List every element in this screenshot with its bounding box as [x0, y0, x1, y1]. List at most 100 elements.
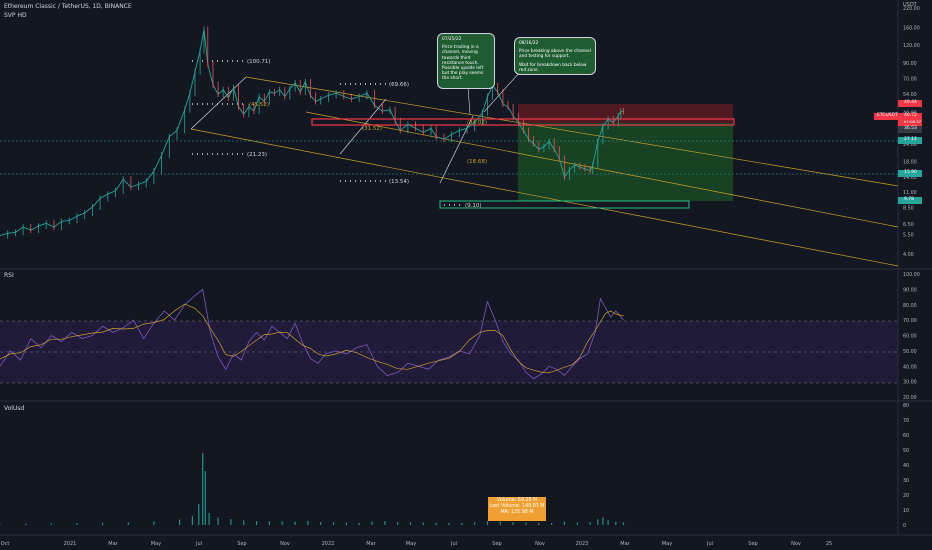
volume-bar	[268, 521, 270, 525]
volume-bar	[25, 523, 27, 525]
rsi-tick-label: 90.00	[903, 287, 917, 293]
time-tick-label: 2022	[322, 541, 335, 547]
volume-bar	[204, 471, 206, 525]
time-tick-label: Sep	[492, 541, 501, 547]
time-tick-label: 2023	[576, 541, 589, 547]
volume-tick-label: 70	[903, 418, 909, 424]
volume-bar	[499, 521, 501, 525]
volume-bar	[384, 521, 386, 525]
volume-axis: 0 10 20 30 40 50 60 70 80	[903, 403, 909, 529]
volume-bar	[50, 523, 52, 525]
volume-info-line: Last Volume: 149.81 M	[489, 504, 545, 510]
price-tag-bg-3	[898, 126, 922, 133]
volume-bar	[576, 522, 578, 525]
time-tick-label: Mar	[620, 541, 630, 547]
note-box-1: 07/25/22 Price trading in a channel, mov…	[437, 33, 495, 89]
volume-tick-label: 0	[903, 523, 906, 529]
rsi-tick-label: 70.00	[903, 318, 917, 324]
rsi-band	[0, 321, 898, 383]
volume-tick-label: 80	[903, 403, 909, 409]
volume-bar	[435, 522, 437, 525]
short-target-zone	[518, 123, 733, 201]
volume-bar	[320, 522, 322, 525]
note-box-2: 08/16/22 Price breaking above the channe…	[514, 37, 596, 75]
volume-bar	[607, 520, 609, 525]
price-tag-bg-1	[898, 100, 922, 107]
volume-tick-label: 10	[903, 508, 909, 514]
price-tag-bg-6	[898, 197, 922, 204]
volume-bar	[345, 522, 347, 525]
volume-bar	[461, 522, 463, 525]
volume-bar	[602, 517, 604, 525]
last-price-tag: 40.72	[904, 113, 917, 118]
volume-bar	[563, 521, 566, 525]
time-tick-label: Oct	[1, 541, 10, 547]
price-tick-label: 4.00	[903, 252, 914, 258]
time-tick-label: Mar	[366, 541, 376, 547]
volume-bar	[307, 520, 309, 525]
volume-bar	[191, 516, 193, 525]
currency-label: USDT	[903, 2, 917, 8]
rsi-ma-line	[0, 303, 624, 374]
price-tag-bg-5	[898, 170, 922, 177]
volume-bar	[597, 519, 599, 525]
time-tick-label: May	[151, 541, 161, 547]
countdown-tag: 07:08:37	[904, 119, 922, 124]
level-label: (31.52)	[362, 126, 382, 132]
dotted-levels	[192, 60, 462, 206]
time-tick-label: Sep	[237, 541, 246, 547]
channel-mid-line	[305, 111, 899, 228]
level-label: (9.10)	[465, 203, 482, 209]
rsi-label: RSI	[4, 272, 14, 279]
volume-bar	[102, 522, 104, 526]
symbol-tag: ETCUSDT	[877, 113, 898, 118]
volume-bar	[358, 522, 360, 525]
price-tick-label: 160.00	[903, 26, 920, 32]
volume-bar	[127, 522, 129, 525]
price-tick-label: 6.50	[903, 222, 914, 228]
volume-tick-label: 40	[903, 463, 909, 469]
volume-bar	[525, 522, 527, 525]
note-text: Wait for breakdown back below red zone.	[519, 62, 587, 73]
volume-bar	[615, 521, 617, 525]
note-text: Price breaking above the channel and tes…	[519, 49, 591, 60]
channel-leg-3	[439, 115, 474, 184]
volume-bar	[397, 522, 399, 525]
volume-bar	[243, 520, 245, 525]
indicator-label: SVP HD	[4, 12, 27, 19]
price-tag-bg-4	[898, 137, 922, 144]
channel-upper-line	[245, 76, 899, 187]
rsi-tick-label: 20.00	[903, 395, 917, 401]
volume-bar	[512, 522, 514, 525]
volume-info-line: Volume: 69.28 M	[496, 498, 538, 503]
rsi-series	[0, 288, 624, 380]
price-tick-label: 54.00	[903, 92, 917, 98]
level-label: (100.71)	[247, 59, 271, 65]
time-tick-label: May	[406, 541, 416, 547]
rsi-axis: 20.00 30.00 40.00 50.00 60.00 70.00 80.00 90.00…	[903, 272, 920, 401]
volume-tick-label: 30	[903, 478, 909, 484]
rsi-tick-label: 60.00	[903, 334, 917, 340]
time-axis: Oct 2021 Mar May Jul Sep Nov 2022 Mar May Jul Sep No…	[1, 541, 833, 547]
volume-bar	[76, 523, 78, 525]
price-tick-label: 11.00	[903, 190, 917, 196]
rsi-tick-label: 30.00	[903, 380, 917, 386]
rsi-tick-label: 40.00	[903, 364, 917, 370]
volume-bar	[589, 522, 591, 525]
volume-bar	[153, 521, 155, 525]
volume-bar	[0, 524, 1, 526]
price-tag: 15.90	[904, 170, 917, 175]
last-price-tag-bg	[898, 113, 922, 127]
volume-bar	[371, 521, 373, 525]
time-tick-label: Sep	[748, 541, 757, 547]
price-tick-label: 18.00	[903, 160, 917, 166]
volume-tick-label: 60	[903, 433, 909, 439]
price-tag: 9.78	[904, 197, 915, 202]
time-tick-label: Nov	[280, 541, 290, 547]
note-date: 08/16/22	[519, 41, 539, 46]
volume-bar	[422, 522, 424, 525]
level-label: (21.23)	[247, 152, 267, 158]
time-tick-label: 25	[826, 541, 832, 547]
